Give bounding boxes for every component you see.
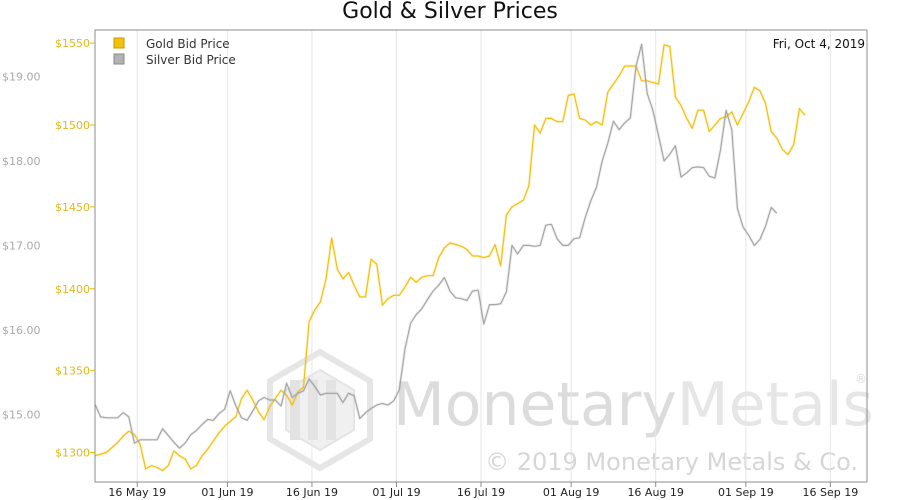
silver-tick-label-4: $19.00 (2, 70, 41, 83)
gold-tick-label-0: $1300 (55, 447, 90, 460)
legend-silver-swatch-icon (113, 53, 125, 65)
series-line-silver (94, 43, 778, 449)
x-tick-label-8: 16 Sep 19 (803, 486, 859, 499)
x-tick-label-5: 01 Aug 19 (543, 486, 599, 499)
legend-silver-label: Silver Bid Price (146, 53, 236, 67)
watermark-registered: ® (855, 372, 867, 386)
legend: Gold Bid Price Silver Bid Price (113, 37, 236, 67)
x-tick-label-6: 16 Aug 19 (627, 486, 683, 499)
series-line-gold (94, 44, 806, 472)
series-layer (93, 42, 807, 472)
gold-tick-label-2: $1400 (55, 283, 90, 296)
silver-tick-label-0: $15.00 (2, 408, 41, 421)
y-axis-right: $15.00 $16.00 $17.00 $18.00 $19.00 (2, 70, 41, 421)
x-tick-label-7: 01 Sep 19 (718, 486, 774, 499)
gold-tick-label-5: $1550 (55, 37, 90, 50)
watermark-logo-icon (267, 348, 373, 472)
x-tick-label-3: 01 Jul 19 (372, 486, 420, 499)
chart-title: Gold & Silver Prices (342, 0, 558, 24)
gold-tick-label-1: $1350 (55, 365, 90, 378)
legend-gold-swatch-icon (113, 37, 125, 49)
legend-gold-label: Gold Bid Price (146, 37, 230, 51)
silver-tick-label-1: $16.00 (2, 324, 41, 337)
silver-tick-label-3: $18.00 (2, 155, 41, 168)
x-tick-label-4: 16 Jul 19 (457, 486, 505, 499)
date-label: Fri, Oct 4, 2019 (773, 37, 865, 51)
grid (136, 30, 831, 482)
watermark: MonetaryMetals ® © 2019 Monetary Metals … (267, 348, 874, 476)
x-tick-label-0: 16 May 19 (108, 486, 166, 499)
x-axis: 16 May 19 01 Jun 19 16 Jun 19 01 Jul 19 16 J… (108, 482, 858, 499)
gold-tick-label-4: $1500 (55, 119, 90, 132)
gold-tick-label-3: $1450 (55, 201, 90, 214)
silver-tick-label-2: $17.00 (2, 239, 41, 252)
y-axis-left: $1300 $1350 $1400 $1450 $1500 $1550 (55, 37, 95, 460)
x-tick-label-2: 16 Jun 19 (286, 486, 338, 499)
watermark-copyright: © 2019 Monetary Metals & Co. (485, 448, 858, 476)
x-tick-label-1: 01 Jun 19 (201, 486, 253, 499)
watermark-brand: MonetaryMetals (393, 370, 874, 440)
